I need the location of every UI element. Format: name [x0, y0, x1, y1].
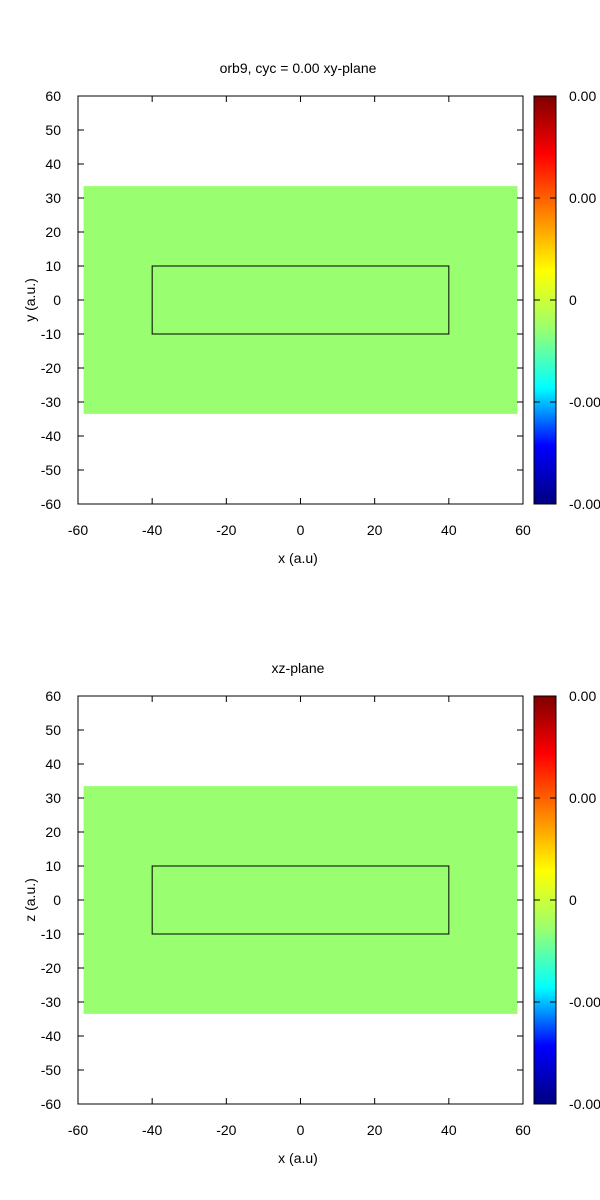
x-tick-label: -60	[68, 1122, 88, 1138]
xy-plane-plot: orb9, cyc = 0.00 xy-plane x (a.u) y (a.u…	[22, 60, 600, 566]
y-tick-label: -50	[41, 462, 61, 478]
y-tick-label: 0	[53, 892, 61, 908]
y-tick-label: -10	[41, 326, 61, 342]
x-tick-label: 60	[515, 1122, 531, 1138]
colorbar-tick-label: 0	[569, 292, 577, 308]
x-tick-label: -40	[142, 1122, 162, 1138]
y-tick-label: 40	[45, 756, 61, 772]
x-axis-label: x (a.u)	[278, 1150, 318, 1166]
y-tick-label: 10	[45, 858, 61, 874]
colorbar-tick-label: -0.00	[569, 496, 600, 512]
colorbar-tick-label: -0.00	[569, 1096, 600, 1112]
y-tick-label: 30	[45, 790, 61, 806]
y-tick-label: -60	[41, 1096, 61, 1112]
colorbar-tick-label: 0.00	[569, 790, 596, 806]
y-tick-label: -60	[41, 496, 61, 512]
x-tick-label: 0	[297, 522, 305, 538]
x-tick-label: 40	[441, 522, 457, 538]
outline-box	[151, 865, 450, 935]
x-axis-label: x (a.u)	[278, 550, 318, 566]
x-tick-label: -20	[216, 522, 236, 538]
x-tick-label: -20	[216, 1122, 236, 1138]
y-tick-label: 50	[45, 722, 61, 738]
xz-plane-plot: xz-plane x (a.u) z (a.u.) -60 -40 -20 0 20 40…	[22, 660, 600, 1166]
y-tick-label: -20	[41, 960, 61, 976]
y-tick-label: -50	[41, 1062, 61, 1078]
colorbar-tick-label: 0.00	[569, 190, 596, 206]
y-tick-label: -30	[41, 394, 61, 410]
x-tick-label: 60	[515, 522, 531, 538]
y-tick-label: -30	[41, 994, 61, 1010]
plot-title: orb9, cyc = 0.00 xy-plane	[220, 60, 377, 76]
x-tick-label: 40	[441, 1122, 457, 1138]
colorbar-tick-label: -0.00	[569, 394, 600, 410]
y-tick-label: 50	[45, 122, 61, 138]
plot-title: xz-plane	[272, 660, 325, 676]
y-tick-label: -40	[41, 428, 61, 444]
y-tick-label: -40	[41, 1028, 61, 1044]
y-tick-label: 60	[45, 688, 61, 704]
x-tick-label: 20	[367, 522, 383, 538]
colorbar-tick-label: 0	[569, 892, 577, 908]
y-axis-label: z (a.u.)	[22, 878, 38, 922]
y-tick-label: 20	[45, 824, 61, 840]
colorbar-tick-label: 0.00	[569, 88, 596, 104]
y-tick-label: 0	[53, 292, 61, 308]
y-tick-label: -10	[41, 926, 61, 942]
x-tick-label: 0	[297, 1122, 305, 1138]
colorbar-tick-label: 0.00	[569, 688, 596, 704]
y-tick-label: 20	[45, 224, 61, 240]
outline-box	[151, 265, 450, 335]
y-tick-label: 40	[45, 156, 61, 172]
y-tick-label: 30	[45, 190, 61, 206]
x-tick-label: -40	[142, 522, 162, 538]
field-region	[83, 786, 518, 1014]
field-region	[83, 186, 518, 414]
x-tick-label: 20	[367, 1122, 383, 1138]
y-tick-label: 60	[45, 88, 61, 104]
colorbar-tick-label: -0.00	[569, 994, 600, 1010]
y-tick-label: 10	[45, 258, 61, 274]
x-tick-label: -60	[68, 522, 88, 538]
y-tick-label: -20	[41, 360, 61, 376]
y-axis-label: y (a.u.)	[22, 278, 38, 322]
